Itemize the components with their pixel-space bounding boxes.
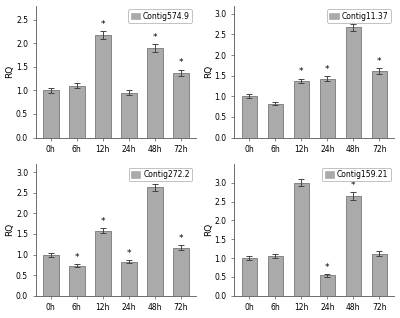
Text: *: * (100, 217, 105, 226)
Bar (346, 196, 361, 296)
Text: *: * (377, 57, 382, 66)
Bar (268, 104, 283, 137)
Bar (121, 93, 136, 137)
Bar (294, 183, 309, 296)
Text: *: * (325, 66, 330, 74)
Y-axis label: RQ: RQ (6, 65, 14, 78)
Bar (43, 90, 58, 137)
Bar (147, 48, 162, 137)
Bar (173, 248, 188, 296)
Bar (121, 262, 136, 296)
Bar (69, 266, 84, 296)
Bar (320, 79, 335, 137)
Bar (346, 27, 361, 137)
Bar (268, 256, 283, 296)
Text: *: * (100, 20, 105, 29)
Text: *: * (152, 33, 157, 42)
Text: *: * (126, 249, 131, 258)
Bar (69, 86, 84, 137)
Legend: Contig11.37: Contig11.37 (327, 9, 391, 23)
Legend: Contig159.21: Contig159.21 (322, 168, 391, 181)
Bar (173, 73, 188, 137)
Bar (294, 81, 309, 137)
Bar (320, 275, 335, 296)
Text: *: * (152, 173, 157, 182)
Text: *: * (351, 181, 356, 190)
Bar (372, 71, 387, 137)
Bar (95, 231, 110, 296)
Legend: Contig574.9: Contig574.9 (128, 9, 192, 23)
Bar (372, 253, 387, 296)
Text: *: * (178, 58, 183, 67)
Text: *: * (299, 67, 304, 76)
Y-axis label: RQ: RQ (6, 223, 14, 237)
Bar (43, 255, 58, 296)
Y-axis label: RQ: RQ (204, 223, 213, 237)
Bar (242, 96, 257, 137)
Text: *: * (325, 263, 330, 272)
Bar (147, 187, 162, 296)
Text: *: * (351, 13, 356, 22)
Bar (95, 35, 110, 137)
Text: *: * (74, 253, 79, 262)
Legend: Contig272.2: Contig272.2 (129, 168, 192, 181)
Text: *: * (178, 234, 183, 243)
Bar (242, 258, 257, 296)
Y-axis label: RQ: RQ (204, 65, 213, 78)
